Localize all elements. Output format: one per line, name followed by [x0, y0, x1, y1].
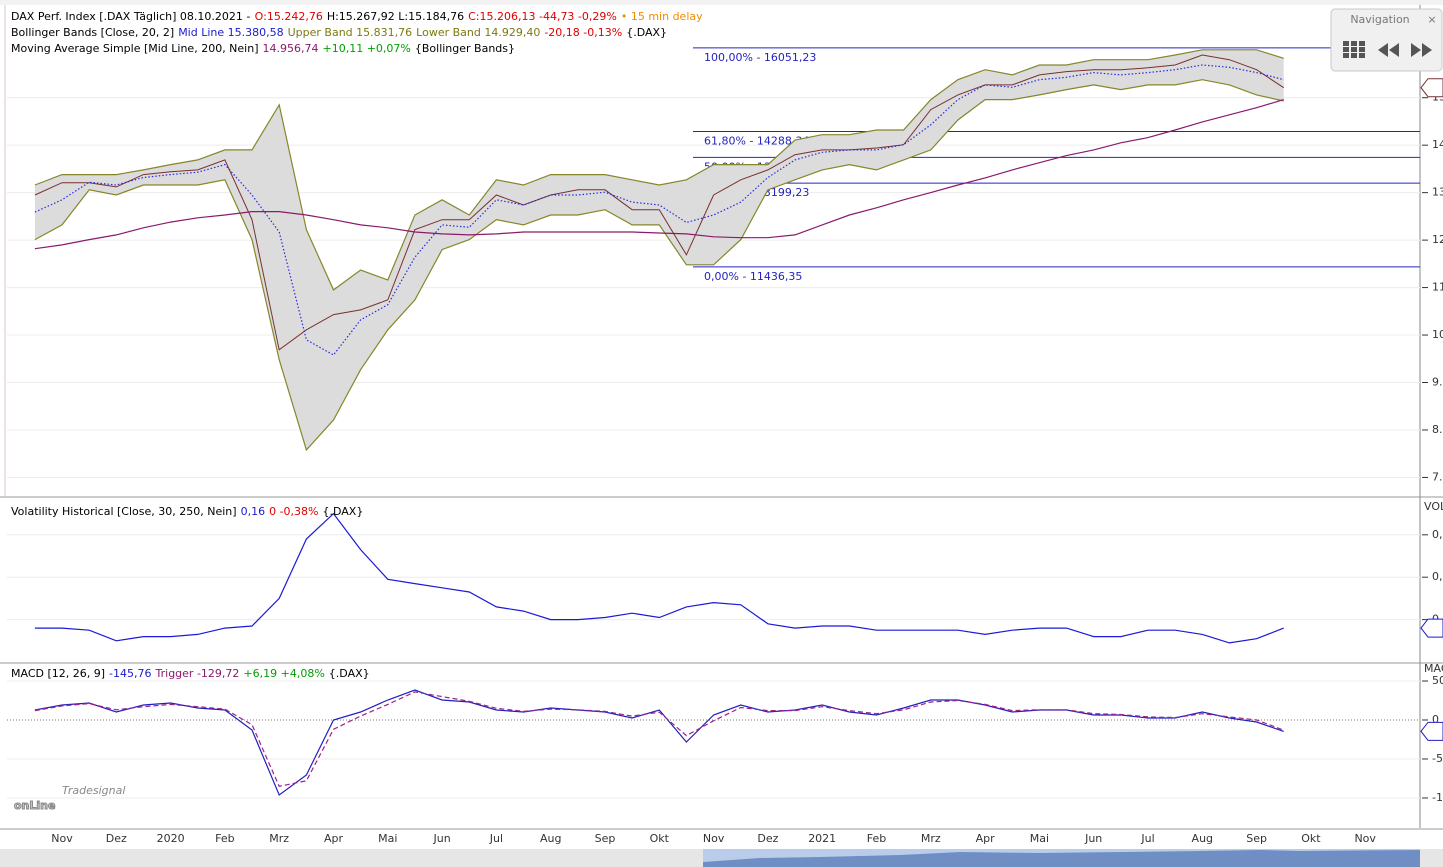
legend-text: MACD [12, 26, 9]: [11, 667, 105, 680]
x-tick-label: Mrz: [921, 832, 941, 845]
legend-line: MACD [12, 26, 9] -145,76 Trigger -129,72 +6…: [11, 667, 370, 680]
series-line: [34, 99, 1284, 250]
last-value-marker: [1420, 78, 1443, 98]
series-line: [34, 512, 1284, 644]
rewind-button[interactable]: [1378, 43, 1399, 57]
legend-text: {Bollinger Bands}: [415, 42, 515, 55]
level-label: 100,00% - 16051,23: [704, 51, 816, 64]
grid-button[interactable]: [1343, 41, 1365, 58]
logo-main: onLine: [14, 799, 55, 812]
legend-text: Mid Line 15.380,58: [178, 26, 283, 39]
last-value-marker: [1420, 721, 1443, 741]
x-tick-label: Aug: [540, 832, 561, 845]
series-line: [34, 79, 1284, 452]
legend-text: • 15 min delay: [621, 10, 703, 23]
x-tick-label: Nov: [51, 832, 73, 845]
y-tick-label: -500: [1432, 752, 1443, 765]
navigation-panel: [1330, 8, 1443, 72]
y-tick-label: 8.000: [1432, 423, 1443, 436]
legend-text: 0 -0,38%: [269, 505, 318, 518]
x-tick-label: Jun: [433, 832, 451, 845]
legend-text: {.DAX}: [329, 667, 370, 680]
x-tick-label: Dez: [106, 832, 127, 845]
x-tick-label: 2021: [808, 832, 836, 845]
x-tick-label: Nov: [1354, 832, 1376, 845]
level-label: 0,00% - 11436,35: [704, 270, 802, 283]
x-tick-label: Jun: [1084, 832, 1102, 845]
legend-text: -145,76: [109, 667, 151, 680]
legend-text: DAX Perf. Index [.DAX Täglich] 08.10.202…: [11, 10, 251, 23]
x-tick-label: Apr: [976, 832, 996, 845]
top-strip: [0, 0, 1443, 5]
legend-text: Lower Band 14.929,40: [416, 26, 540, 39]
y-tick-label: 7.000: [1432, 470, 1443, 483]
legend-text: +6,19 +4,08%: [243, 667, 324, 680]
legend-line: DAX Perf. Index [.DAX Täglich] 08.10.202…: [11, 10, 703, 23]
axis-title: VOL: [1424, 500, 1443, 513]
y-tick-label: -1.000: [1432, 791, 1443, 804]
x-tick-label: Mai: [1030, 832, 1049, 845]
x-tick-label: Okt: [1301, 832, 1321, 845]
axis-title: MACD: [1424, 662, 1443, 675]
legend-text: -20,18 -0,13%: [544, 26, 622, 39]
logo: onLine Tradesignal: [14, 784, 126, 813]
level-label: 61,80% - 14288,34: [704, 134, 809, 147]
y-tick-label: 500: [1432, 674, 1443, 687]
forward-button[interactable]: [1411, 43, 1432, 57]
y-tick-label: 0,6: [1432, 528, 1443, 541]
legend-line: Moving Average Simple [Mid Line, 200, Ne…: [11, 42, 515, 55]
x-tick-label: Jul: [1140, 832, 1154, 845]
logo-sub: Tradesignal: [62, 784, 125, 797]
plot-layer: 15.00014.00013.00012.00011.00010.0009.00…: [7, 10, 1443, 845]
legend-text: Volatility Historical [Close, 30, 250, N…: [11, 505, 237, 518]
x-tick-label: Apr: [324, 832, 344, 845]
series-line: [34, 49, 1284, 291]
x-tick-label: Aug: [1192, 832, 1213, 845]
x-tick-label: Sep: [1246, 832, 1267, 845]
legend-text: {.DAX}: [626, 26, 667, 39]
navigation-close[interactable]: ×: [1427, 13, 1436, 26]
x-tick-label: Mrz: [269, 832, 289, 845]
legend-text: H:15.267,92 L:15.184,76: [327, 10, 464, 23]
navigation-title: Navigation: [1350, 13, 1409, 26]
y-tick-label: 11.000: [1432, 281, 1443, 294]
x-tick-label: Sep: [595, 832, 616, 845]
y-tick-label: 9.000: [1432, 376, 1443, 389]
legend-text: Trigger -129,72: [155, 667, 240, 680]
x-tick-label: Feb: [215, 832, 234, 845]
y-tick-label: 10.000: [1432, 328, 1443, 341]
x-tick-label: 2020: [157, 832, 185, 845]
series-line: [34, 54, 1284, 351]
y-tick-label: 0: [1432, 713, 1439, 726]
legend-text: Bollinger Bands [Close, 20, 2]: [11, 26, 174, 39]
navigation-widget: Navigation ×: [1330, 8, 1443, 72]
legend-text: +10,11 +0,07%: [322, 42, 410, 55]
last-value-marker: [1420, 618, 1443, 638]
x-tick-label: Mai: [378, 832, 397, 845]
navigator-area: [703, 850, 1420, 867]
legend-text: Upper Band 15.831,76: [288, 26, 413, 39]
x-tick-label: Feb: [867, 832, 886, 845]
x-tick-label: Jul: [489, 832, 503, 845]
legend-text: Moving Average Simple [Mid Line, 200, Ne…: [11, 42, 259, 55]
legend-line: Bollinger Bands [Close, 20, 2] Mid Line 1…: [11, 26, 667, 39]
series-line: [34, 691, 1284, 787]
legend-text: 14.956,74: [263, 42, 319, 55]
legend-text: C:15.206,13 -44,73 -0,29%: [468, 10, 617, 23]
legend-text: {.DAX}: [323, 505, 364, 518]
y-tick-label: 14.000: [1432, 138, 1443, 151]
x-tick-label: Okt: [650, 832, 670, 845]
band-fill: [34, 49, 1284, 450]
y-tick-label: 12.000: [1432, 233, 1443, 246]
legend-text: 0,16: [241, 505, 266, 518]
y-tick-label: 0,4: [1432, 570, 1443, 583]
y-tick-label: 13.000: [1432, 186, 1443, 199]
x-tick-label: Dez: [757, 832, 778, 845]
x-tick-label: Nov: [703, 832, 725, 845]
legend-text: O:15.242,76: [255, 10, 323, 23]
legend-line: Volatility Historical [Close, 30, 250, N…: [11, 505, 363, 518]
